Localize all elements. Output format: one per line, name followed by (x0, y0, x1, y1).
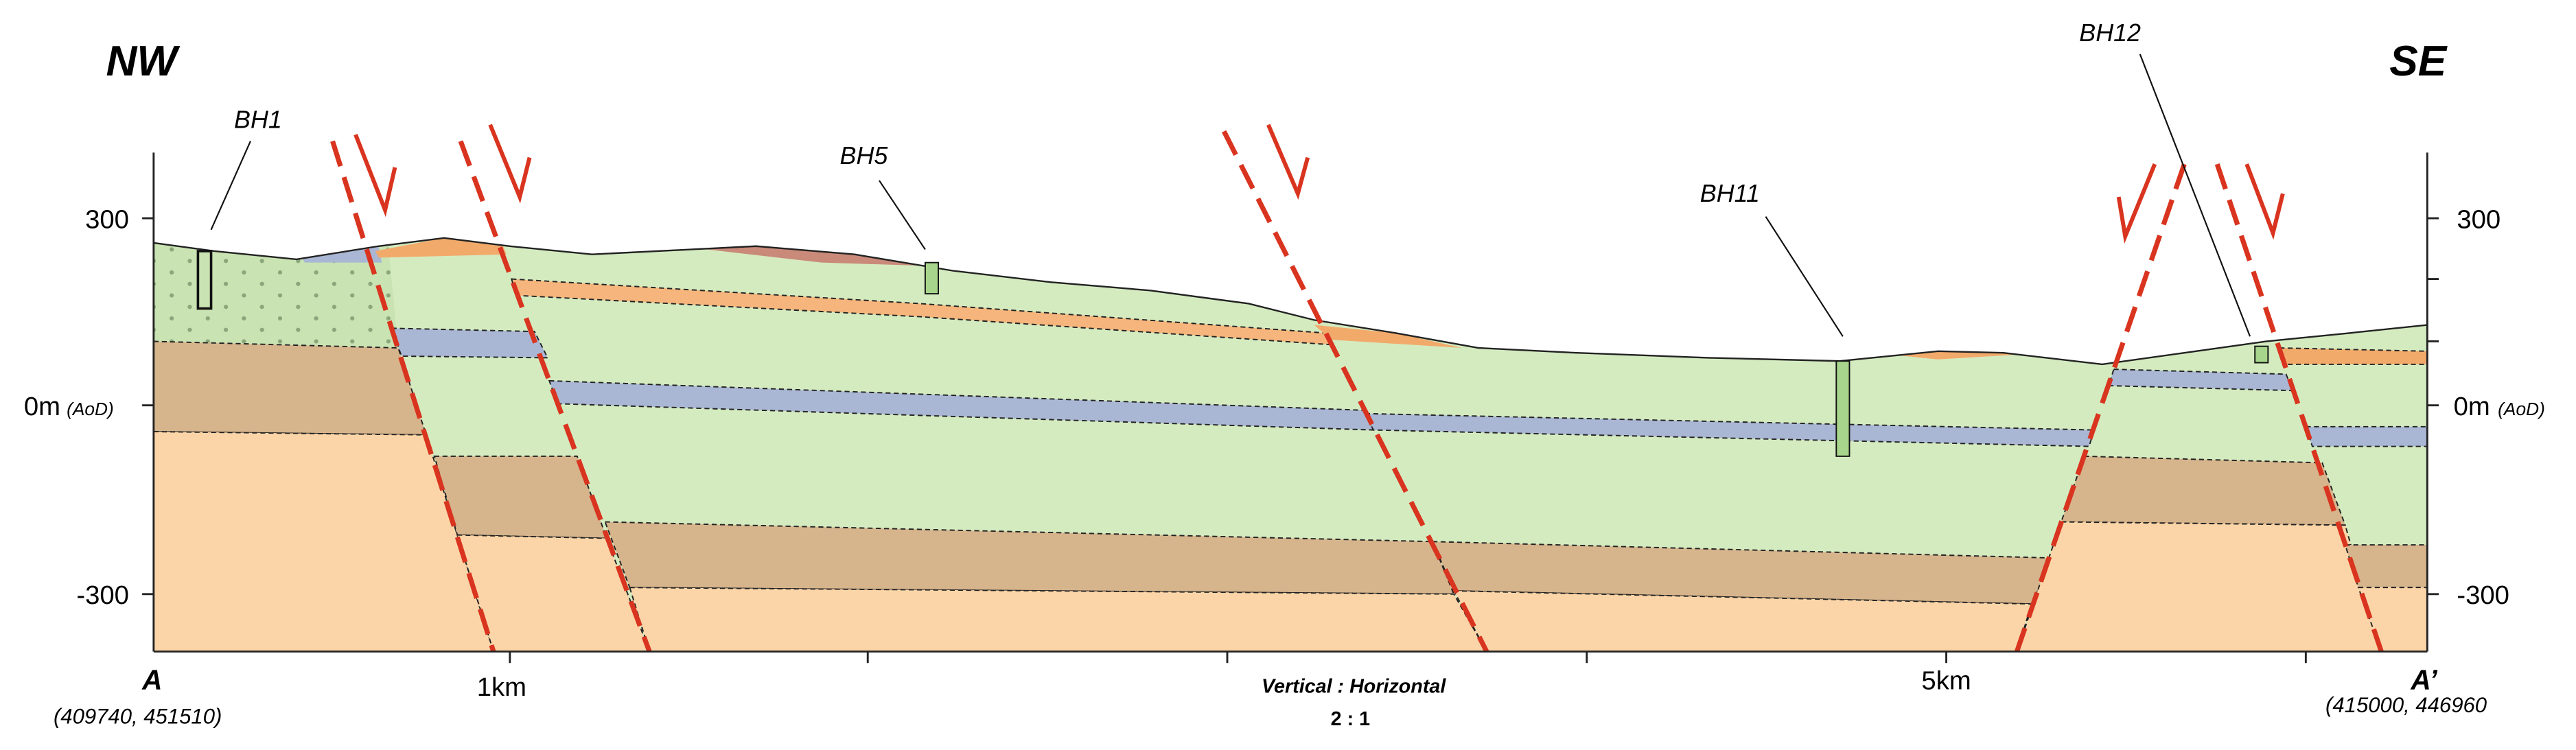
ground-surface (153, 237, 2428, 366)
faults (330, 124, 2384, 653)
borehole-label: BH12 (2079, 19, 2141, 47)
section-end-coords: (415000, 446960 (2325, 693, 2487, 717)
section-start: A (141, 664, 162, 696)
section-start-coords: (409740, 451510) (54, 705, 222, 729)
elevation-unit: (AoD) (2498, 399, 2545, 419)
elevation-unit: (AoD) (67, 399, 114, 419)
axes (142, 152, 2439, 664)
section-end: A’ (2410, 664, 2437, 696)
direction-left: NW (106, 38, 181, 85)
direction-right: SE (2389, 38, 2448, 85)
elevation-label: -300 (76, 581, 129, 610)
scale-title: Vertical : Horizontal (1262, 675, 1446, 697)
borehole-label: BH11 (1700, 180, 1760, 207)
elevation-label: 300 (85, 204, 129, 234)
distance-label: 5km (1921, 666, 1971, 696)
boreholes (196, 54, 2269, 457)
scale-ratio: 2 : 1 (1331, 708, 1370, 730)
strata (153, 237, 2428, 652)
elevation-label: 0m (2454, 392, 2490, 421)
labels: NW SE BH1 BH5 BH11 BH12 300 0m (AoD) -30… (24, 19, 2545, 730)
borehole-label: BH1 (234, 106, 282, 134)
distance-label: 1km (477, 672, 526, 702)
borehole-label: BH5 (840, 142, 889, 169)
elevation-label: -300 (2457, 581, 2509, 610)
elevation-label: 0m (24, 392, 60, 421)
elevation-label: 300 (2457, 204, 2500, 234)
